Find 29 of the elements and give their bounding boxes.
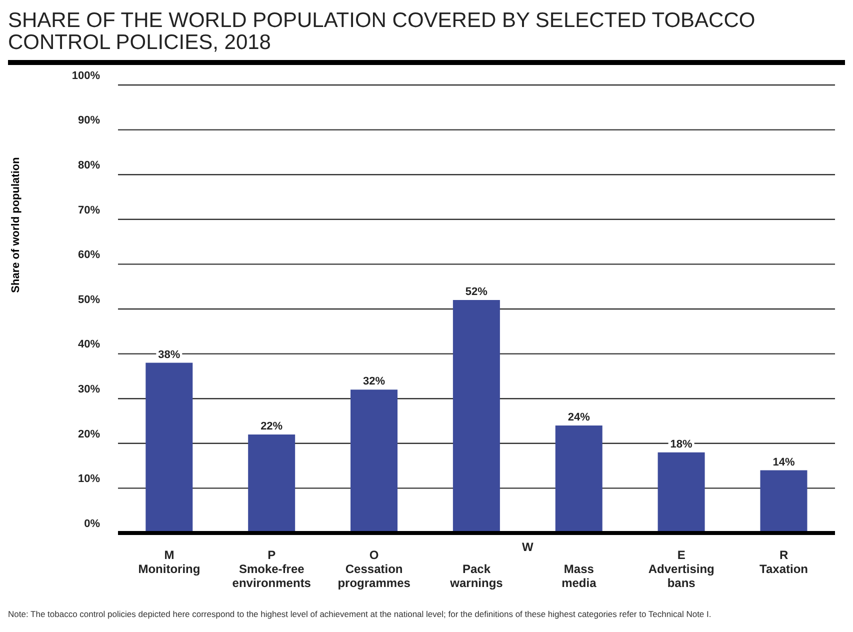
y-tick-label: 60%: [78, 249, 100, 262]
y-tick-label: 100%: [72, 70, 100, 82]
y-tick-label: 40%: [78, 338, 100, 351]
data-label: 52%: [465, 286, 488, 298]
x-tick-label: Pack warnings: [449, 562, 504, 590]
x-tick-label: E Advertising bans: [648, 548, 714, 590]
y-tick-label: 90%: [78, 114, 100, 127]
x-tick-label: M Monitoring: [138, 548, 200, 576]
data-label: 24%: [568, 411, 590, 424]
y-tick-label: 0%: [84, 518, 100, 530]
data-label: 14%: [772, 456, 795, 468]
text: W: [521, 540, 534, 554]
x-tick-label: R Taxation: [760, 548, 808, 576]
data-label: 22%: [260, 420, 283, 432]
y-axis-title: Share of world population: [10, 156, 22, 295]
y-tick-label: 80%: [78, 160, 100, 172]
data-label: 32%: [362, 376, 386, 388]
y-tick-label: 70%: [78, 204, 100, 216]
data-label: 18%: [670, 438, 693, 450]
y-tick-label: 30%: [78, 384, 100, 396]
y-tick-label: 10%: [78, 473, 100, 486]
x-tick-label: Mass media: [562, 562, 597, 590]
data-label: 38%: [158, 348, 180, 361]
x-tick-label: P Smoke-free environments: [232, 548, 312, 590]
x-tick-label: O Cessation programmes: [338, 548, 411, 590]
y-tick-label: 20%: [78, 428, 100, 440]
y-tick-label: 50%: [78, 294, 100, 306]
chart-title: SHARE OF THE WORLD POPULATION COVERED BY SELECTED TOBACCO CONTROL POLICIES, 2018: [8, 8, 845, 65]
text: Note: The tobacco control policies depicted here correspond to the highest level of achievement at the national level; for the definitions of these highest categories refer to Technical Note I.: [8, 609, 712, 619]
